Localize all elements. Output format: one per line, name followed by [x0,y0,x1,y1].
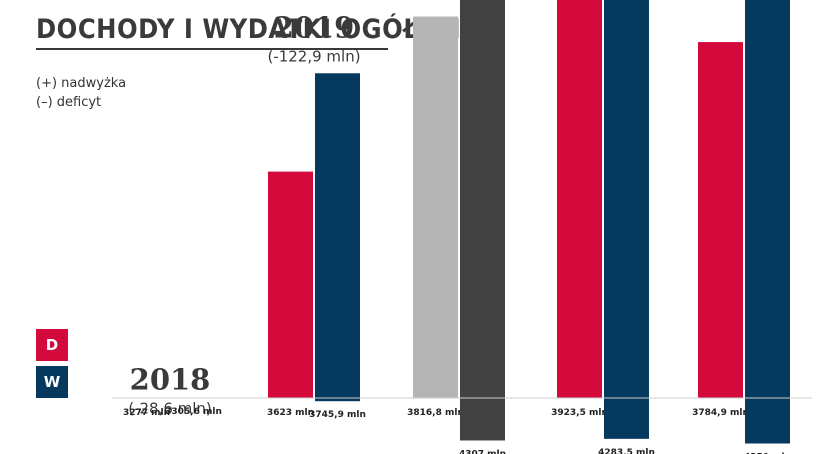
group-2020-3-dochody-value: 3923,5 mln [551,408,608,418]
group-2020-3-wydatki-bar [604,0,649,398]
group-2019-1-wydatki-bar-extension [315,398,360,402]
chart-title: DOCHODY I WYDATKI OGÓŁEM [36,14,462,45]
group-2019-1-dochody-bar [268,171,313,398]
group-2020-2-wydatki-bar [460,0,505,398]
legend-wydatki: W [36,366,68,398]
deficit-note: (–) deficyt [36,95,102,110]
group-2020-3-dochody-bar [557,0,602,398]
legend-dochody: D [36,329,68,361]
group-2021-4-wydatki-bar-extension [745,398,790,444]
group-2021-4-dochody-bar [698,42,743,399]
group-2019-1-year-label: 2019 [274,10,355,44]
group-2020-2-dochody-value: 3816,8 mln [407,408,464,418]
group-2018-0-year-label: 2018 [130,363,211,397]
group-2018-0-dochody-value: 3277 mln [123,408,170,418]
surplus-note: (+) nadwyżka [36,76,127,91]
group-2020-2-dochody-bar [413,16,458,399]
group-2019-1-balance-label: (-122,9 mln) [267,47,360,65]
group-2021-4-dochody-value: 3784,9 mln [692,408,749,418]
group-2019-1-dochody-value: 3623 mln [267,408,314,418]
group-2019-1-wydatki-bar [315,73,360,398]
group-2020-2-wydatki-value: 4307 mln [459,449,506,454]
group-2018-0-balance-label: (-28,6 mln) [128,400,212,418]
group-2020-3-wydatki-value: 4283,5 mln [598,448,655,454]
group-2020-3-wydatki-bar-extension [604,398,649,439]
group-2021-4-wydatki-value: 4350 mln [744,453,791,454]
group-2021-4-wydatki-bar [745,0,790,398]
group-2018-0-wydatki-value: 3305,6 mln [165,407,222,417]
group-2020-2-wydatki-bar-extension [460,398,505,441]
group-2019-1-wydatki-value: 3745,9 mln [309,410,366,420]
title-underline [36,48,388,50]
